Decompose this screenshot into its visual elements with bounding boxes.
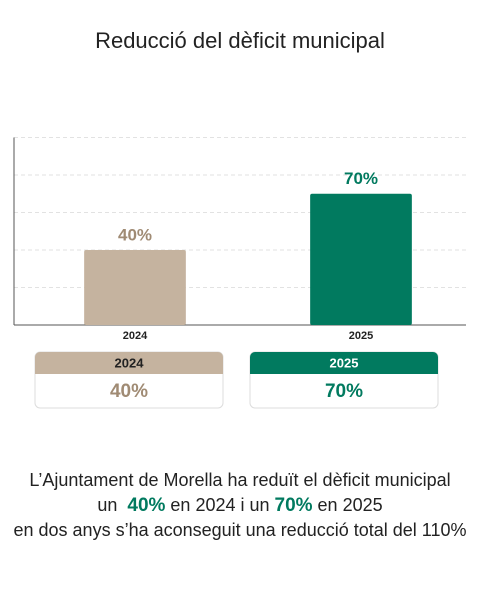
summary-line: un 40% en 2024 i un 70% en 2025 bbox=[97, 495, 382, 516]
x-tick-label: 2025 bbox=[349, 330, 373, 342]
summary-text: en 2025 bbox=[313, 495, 383, 515]
highlight: 70% bbox=[275, 495, 313, 516]
summary-text: en 2024 i un bbox=[165, 495, 274, 515]
bar bbox=[84, 250, 186, 325]
summary-text: un bbox=[97, 495, 127, 515]
card-value: 40% bbox=[110, 381, 148, 402]
x-tick-label: 2024 bbox=[123, 330, 148, 342]
card-label: 2025 bbox=[330, 355, 359, 370]
card-header bbox=[35, 352, 223, 374]
card-header bbox=[250, 352, 438, 374]
data-label: 70% bbox=[344, 169, 378, 188]
highlight: 40% bbox=[127, 495, 165, 516]
chart-title: Reducció del dèficit municipal bbox=[95, 28, 385, 53]
summary-line: en dos anys s’ha aconseguit una reducció… bbox=[14, 520, 467, 540]
card-value: 70% bbox=[325, 381, 363, 402]
card-label: 2024 bbox=[115, 355, 145, 370]
data-label: 40% bbox=[118, 225, 152, 244]
summary-line: L’Ajuntament de Morella ha reduït el dèf… bbox=[29, 470, 450, 490]
bar bbox=[310, 193, 412, 325]
